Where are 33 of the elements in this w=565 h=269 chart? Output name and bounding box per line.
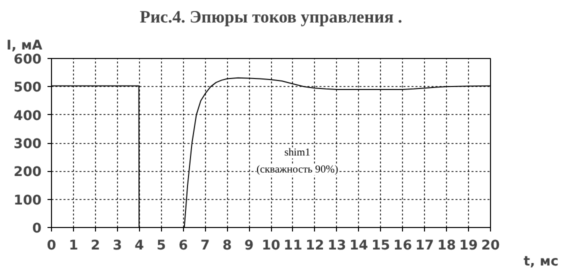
x-tick-label: 17 (415, 238, 434, 254)
x-tick-label: 20 (481, 238, 500, 254)
x-tick-label: 5 (156, 238, 166, 254)
y-tick-label: 600 (14, 52, 42, 68)
annotation: (скважность 90%) (256, 164, 339, 176)
x-tick-label: 7 (200, 238, 210, 254)
x-tick-label: 14 (350, 238, 368, 254)
x-tick-label: 10 (262, 238, 280, 254)
x-axis-title: t, мс (524, 254, 559, 269)
x-tick-label: 2 (90, 238, 100, 254)
chart-title: Рис.4. Эпюры токов управления . (140, 8, 402, 26)
y-axis-title: I, мА (6, 38, 44, 54)
x-tick-label: 18 (437, 238, 456, 254)
y-tick-label: 100 (14, 193, 42, 208)
x-tick-label: 13 (328, 238, 346, 254)
x-tick-label: 4 (134, 238, 144, 254)
x-tick-label: 19 (459, 238, 478, 254)
y-tick-label: 0 (32, 222, 42, 236)
y-tick-label: 400 (14, 108, 42, 124)
y-tick-label: 300 (14, 137, 42, 152)
y-tick-label: 200 (14, 165, 42, 180)
x-tick-label: 11 (284, 238, 302, 254)
y-tick-label: 500 (14, 80, 42, 96)
x-tick-label: 3 (112, 238, 122, 254)
x-tick-label: 8 (222, 238, 232, 254)
x-tick-label: 9 (244, 238, 254, 254)
x-tick-label: 6 (178, 238, 188, 254)
annotation: shim1 (284, 147, 310, 158)
x-tick-label: 0 (46, 238, 56, 254)
x-tick-label: 1 (68, 238, 78, 254)
x-tick-label: 16 (393, 238, 412, 254)
x-tick-label: 12 (306, 238, 324, 254)
x-tick-label: 15 (371, 238, 390, 254)
